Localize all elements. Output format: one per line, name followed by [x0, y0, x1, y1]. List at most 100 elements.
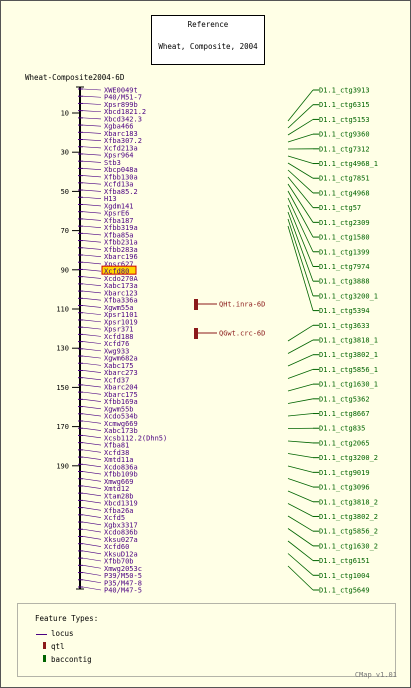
locus-label[interactable]: Xpsr964 — [104, 152, 134, 160]
contig-label[interactable]: D1.1_ctg1399 — [319, 248, 370, 256]
contig-label[interactable]: D1.1_ctg3096 — [319, 484, 370, 492]
locus-label[interactable]: Xcfd80 — [104, 268, 129, 276]
locus-label[interactable]: H13 — [104, 195, 117, 203]
locus-label[interactable]: Xabc175 — [104, 362, 134, 370]
contig-label[interactable]: D1.1_ctg5362 — [319, 395, 370, 403]
locus-label[interactable]: Xfbb109b — [104, 471, 138, 479]
locus-label[interactable]: Xbarc175 — [104, 391, 138, 399]
contig-label[interactable]: D1.1_ctg5856_1 — [319, 366, 378, 374]
locus-label[interactable]: Xcfd60 — [104, 543, 129, 551]
locus-label[interactable]: P40/M47-5 — [104, 587, 142, 595]
contig-label[interactable]: D1.1_ctg1004 — [319, 572, 370, 580]
locus-label[interactable]: Xcdo836a — [104, 463, 138, 471]
locus-label[interactable]: Xbarc183 — [104, 130, 138, 138]
locus-label[interactable]: Xpsr899b — [104, 101, 138, 109]
locus-label[interactable]: Xfbb319a — [104, 224, 138, 232]
locus-label[interactable]: Xbcd342.3 — [104, 115, 142, 123]
locus-label[interactable]: Xgbx3317 — [104, 521, 138, 529]
locus-label[interactable]: Xcfd188 — [104, 333, 134, 341]
contig-label[interactable]: D1.1_ctg8667 — [319, 410, 370, 418]
locus-label[interactable]: Xwg933 — [104, 347, 129, 355]
contig-label[interactable]: D1.1_ctg3633 — [319, 322, 370, 330]
locus-label[interactable]: Xfba81 — [104, 442, 129, 450]
contig-label[interactable]: D1.1_ctg2065 — [319, 439, 370, 447]
locus-label[interactable]: XWE0049t — [104, 87, 138, 95]
locus-label[interactable]: Xbarc204 — [104, 384, 138, 392]
contig-label[interactable]: D1.1_ctg57 — [319, 204, 361, 212]
contig-label[interactable]: D1.1_ctg7851 — [319, 175, 370, 183]
locus-label[interactable]: Xfba307.2 — [104, 137, 142, 145]
locus-label[interactable]: Xcfd5 — [104, 514, 125, 522]
locus-label[interactable]: P39/M50-5 — [104, 572, 142, 580]
locus-label[interactable]: Xpsr371 — [104, 326, 134, 334]
locus-label[interactable]: Xfbb169a — [104, 398, 138, 406]
contig-label[interactable]: D1.1_ctg3802_1 — [319, 351, 378, 359]
locus-label[interactable]: XpsrE6 — [104, 210, 129, 218]
locus-label[interactable]: Xbcp048a — [104, 166, 138, 174]
locus-label[interactable]: Xcdo836b — [104, 529, 138, 537]
locus-label[interactable]: Xgwm55a — [104, 304, 134, 312]
locus-label[interactable]: Xcdo534b — [104, 413, 138, 421]
contig-label[interactable]: D1.1_ctg3818_1 — [319, 337, 378, 345]
locus-label[interactable]: Xtam28b — [104, 492, 134, 500]
contig-label[interactable]: D1.1_ctg1630_2 — [319, 542, 378, 550]
locus-label[interactable]: Xfbb70b — [104, 558, 134, 566]
contig-label[interactable]: D1.1_ctg7312 — [319, 145, 370, 153]
locus-label[interactable]: Xgdm141 — [104, 202, 134, 210]
locus-label[interactable]: Xgwm55b — [104, 405, 134, 413]
locus-label[interactable]: Xcmwg669 — [104, 420, 138, 428]
locus-label[interactable]: Xabc173a — [104, 282, 138, 290]
locus-label[interactable]: Xcfd37 — [104, 376, 129, 384]
qtl-label[interactable]: QGwt.crc-6D — [219, 330, 265, 338]
contig-label[interactable]: D1.1_ctg6315 — [319, 101, 370, 109]
qtl-bar[interactable] — [194, 328, 198, 339]
contig-label[interactable]: D1.1_ctg7974 — [319, 263, 370, 271]
locus-label[interactable]: Xmtd12 — [104, 485, 129, 493]
qtl-bar[interactable] — [194, 299, 198, 310]
locus-label[interactable]: Xpsr1019 — [104, 318, 138, 326]
contig-label[interactable]: D1.1_ctg4968 — [319, 189, 370, 197]
contig-label[interactable]: D1.1_ctg9019 — [319, 469, 370, 477]
contig-label[interactable]: D1.1_ctg1630_1 — [319, 381, 378, 389]
locus-label[interactable]: Xfba336a — [104, 297, 138, 305]
contig-label[interactable]: D1.1_ctg3888 — [319, 278, 370, 286]
locus-label[interactable]: Xcfd38 — [104, 449, 129, 457]
locus-label[interactable]: Xmwg669 — [104, 478, 134, 486]
locus-label[interactable]: Xbarc273 — [104, 369, 138, 377]
locus-label[interactable]: Xbarc123 — [104, 289, 138, 297]
locus-label[interactable]: Xgba466 — [104, 123, 134, 131]
contig-label[interactable]: D1.1_ctg3200_1 — [319, 292, 378, 300]
locus-label[interactable]: Xfba26a — [104, 507, 134, 515]
locus-label[interactable]: Xcfd13a — [104, 181, 134, 189]
locus-label[interactable]: Xfbb130a — [104, 173, 138, 181]
locus-label[interactable]: Xmtd11a — [104, 456, 134, 464]
contig-label[interactable]: D1.1_ctg5856_2 — [319, 528, 378, 536]
contig-label[interactable]: D1.1_ctg3200_2 — [319, 454, 378, 462]
contig-label[interactable]: D1.1_ctg835 — [319, 425, 365, 433]
locus-label[interactable]: Xpsr627 — [104, 260, 134, 268]
locus-label[interactable]: Stb3 — [104, 159, 121, 167]
contig-label[interactable]: D1.1_ctg3913 — [319, 87, 370, 95]
contig-label[interactable]: D1.1_ctg2309 — [319, 219, 370, 227]
locus-label[interactable]: XksuD12a — [104, 550, 138, 558]
contig-label[interactable]: D1.1_ctg5394 — [319, 307, 370, 315]
locus-label[interactable]: Xfbb231a — [104, 239, 138, 247]
locus-label[interactable]: P35/M47-8 — [104, 579, 142, 587]
locus-label[interactable]: Xfba187 — [104, 217, 134, 225]
contig-label[interactable]: D1.1_ctg1580 — [319, 234, 370, 242]
contig-label[interactable]: D1.1_ctg4968_1 — [319, 160, 378, 168]
contig-label[interactable]: D1.1_ctg5153 — [319, 116, 370, 124]
qtl-label[interactable]: QHt.inra-6D — [219, 301, 265, 309]
locus-label[interactable]: Xfbb283a — [104, 246, 138, 254]
contig-label[interactable]: D1.1_ctg5649 — [319, 587, 370, 595]
locus-label[interactable]: Xcdo270A — [104, 275, 139, 283]
locus-label[interactable]: Xmwg2053c — [104, 565, 142, 573]
locus-label[interactable]: Xcfd76 — [104, 340, 129, 348]
contig-label[interactable]: D1.1_ctg9360 — [319, 131, 370, 139]
locus-label[interactable]: Xabc173b — [104, 427, 138, 435]
locus-label[interactable]: Xcsb112.2(Dhn5) — [104, 434, 167, 442]
locus-label[interactable]: P40/M51-7 — [104, 94, 142, 102]
locus-label[interactable]: Xgwm682a — [104, 355, 138, 363]
locus-label[interactable]: Xfba85a — [104, 231, 134, 239]
map-title[interactable]: Wheat-Composite2004-6D — [25, 73, 125, 82]
